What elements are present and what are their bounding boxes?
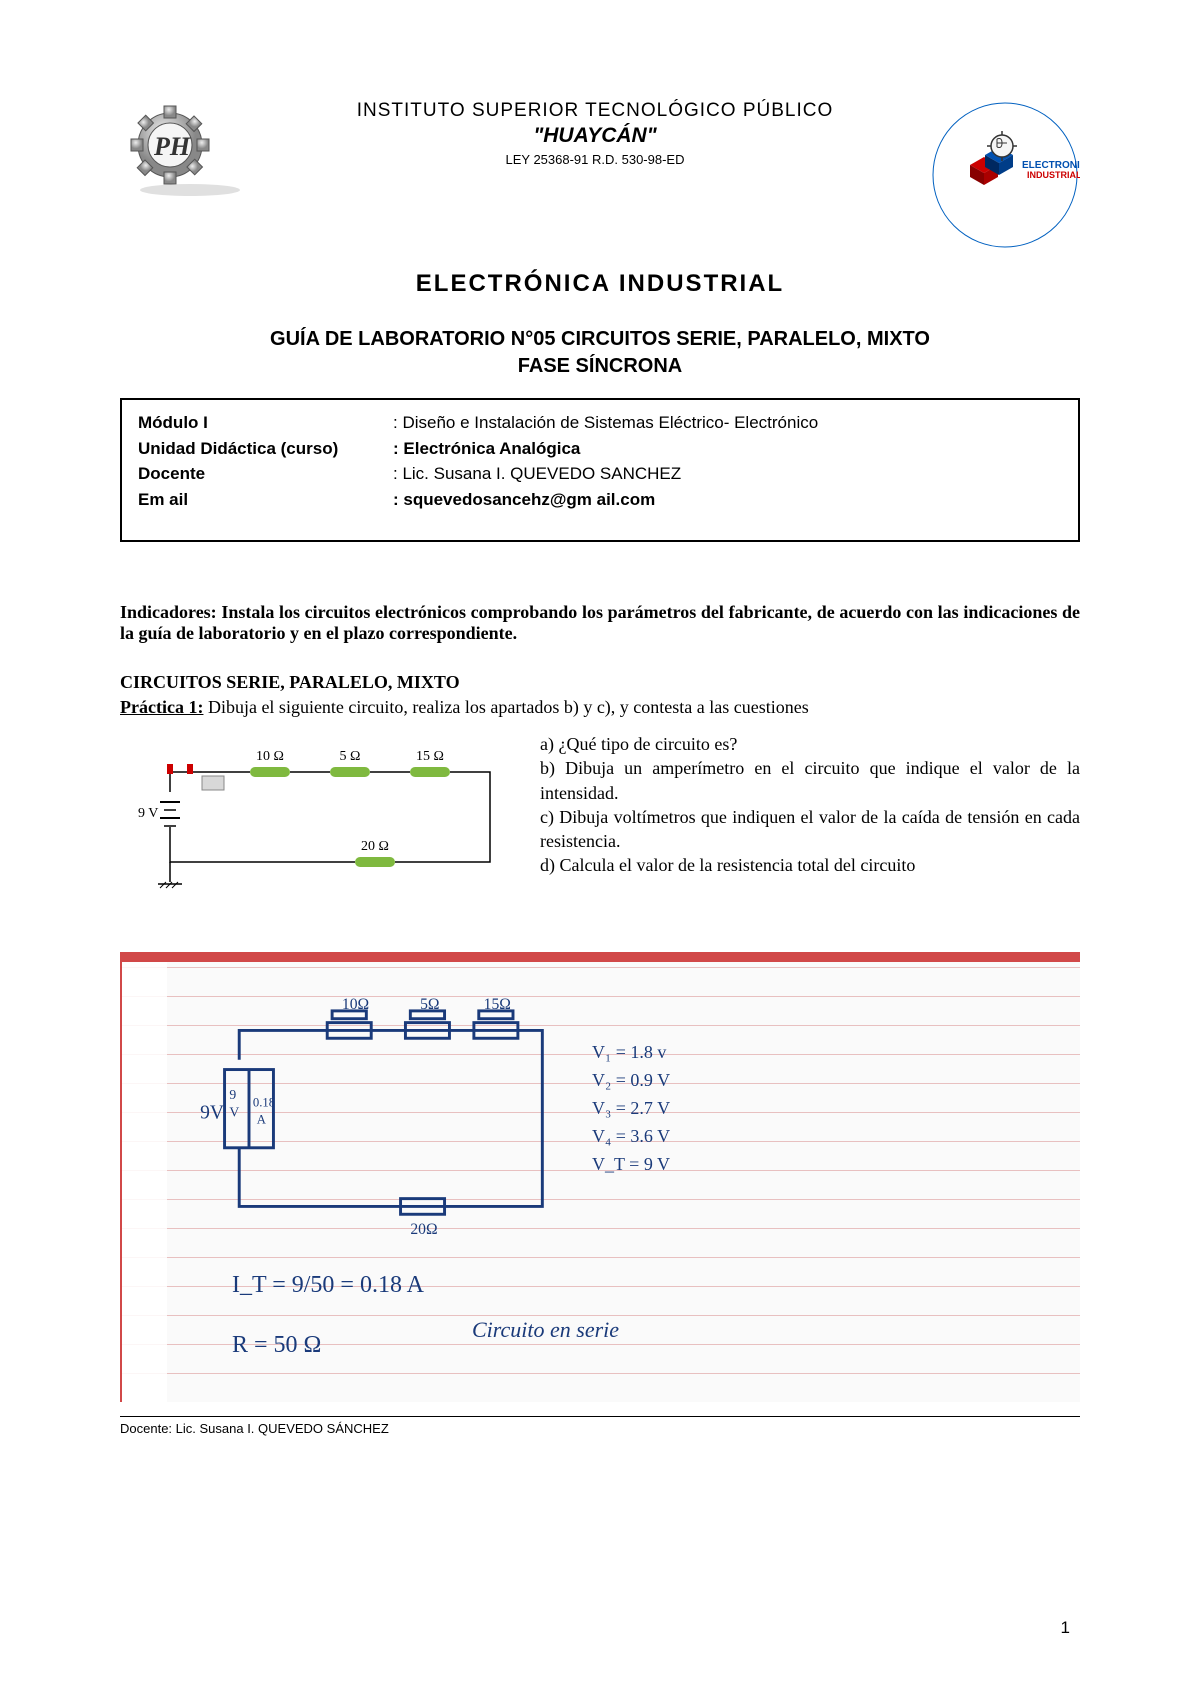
indicadores-text: Indicadores: Instala los circuitos elect…	[120, 602, 1080, 644]
institution-name: "HUAYCÁN"	[280, 124, 910, 148]
practica-intro: Práctica 1: Dibuja el siguiente circuito…	[120, 697, 1080, 718]
email-value: : squevedosancehz@gm ail.com	[393, 487, 1062, 513]
svg-text:0.18: 0.18	[253, 1096, 275, 1110]
docente-value: : Lic. Susana I. QUEVEDO SANCHEZ	[393, 461, 1062, 487]
svg-text:5Ω: 5Ω	[420, 996, 439, 1013]
hw-r: R = 50 Ω	[232, 1332, 321, 1359]
institution-line1: INSTITUTO SUPERIOR TECNOLÓGICO PÚBLICO	[280, 100, 910, 122]
logo-left-gear: PH	[120, 100, 260, 200]
svg-text:15Ω: 15Ω	[484, 996, 511, 1013]
header-center-text: INSTITUTO SUPERIOR TECNOLÓGICO PÚBLICO "…	[260, 100, 930, 167]
svg-text:INDUSTRIAL: INDUSTRIAL	[1027, 170, 1080, 180]
institution-law: LEY 25368-91 R.D. 530-98-ED	[280, 152, 910, 167]
hw-it: I_T = 9/50 = 0.18 A	[232, 1272, 424, 1299]
svg-text:5 Ω: 5 Ω	[340, 749, 361, 764]
circuit-questions-row: 10 Ω 5 Ω 15 Ω 20 Ω 9 V a) ¿Qué tipo de c…	[120, 732, 1080, 932]
question-b: b) Dibuja un amperímetro en el circuito …	[540, 756, 1080, 805]
unidad-value: : Electrónica Analógica	[393, 436, 1062, 462]
svg-text:9: 9	[229, 1087, 236, 1102]
hw-v1: V₁ = 1.8 v	[592, 1042, 666, 1063]
hw-v2: V₂ = 0.9 V	[592, 1070, 670, 1091]
info-box: Módulo I : Diseño e Instalación de Siste…	[120, 398, 1080, 542]
question-d: d) Calcula el valor de la resistencia to…	[540, 853, 1080, 877]
info-row-unidad: Unidad Didáctica (curso) : Electrónica A…	[138, 436, 1062, 462]
guide-subtitle: FASE SÍNCRONA	[120, 355, 1080, 378]
handwritten-answer: 10Ω 5Ω 15Ω 20Ω 9V 9 V 0.18 A V₁ = 1.8 v …	[120, 952, 1080, 1402]
hw-type: Circuito en serie	[472, 1317, 619, 1343]
info-row-modulo: Módulo I : Diseño e Instalación de Siste…	[138, 410, 1062, 436]
logo-right-electronica: ELECTRONICA INDUSTRIAL	[930, 100, 1080, 250]
email-label: Em ail	[138, 487, 393, 513]
svg-text:A: A	[257, 1112, 267, 1126]
svg-text:20 Ω: 20 Ω	[361, 839, 389, 854]
docente-label: Docente	[138, 461, 393, 487]
practica-label: Práctica 1:	[120, 697, 203, 717]
document-header: PH INSTITUTO SUPERIOR TECNOLÓGICO PÚBLIC…	[120, 100, 1080, 250]
hw-v3: V₃ = 2.7 V	[592, 1098, 670, 1119]
question-c: c) Dibuja voltímetros que indiquen el va…	[540, 805, 1080, 854]
unidad-label: Unidad Didáctica (curso)	[138, 436, 393, 462]
svg-text:10Ω: 10Ω	[342, 996, 369, 1013]
svg-text:9V: 9V	[200, 1102, 224, 1123]
section-title: CIRCUITOS SERIE, PARALELO, MIXTO	[120, 672, 1080, 693]
svg-text:10 Ω: 10 Ω	[256, 749, 284, 764]
question-a: a) ¿Qué tipo de circuito es?	[540, 732, 1080, 756]
footer-text: Docente: Lic. Susana I. QUEVEDO SÁNCHEZ	[120, 1421, 389, 1436]
svg-text:V: V	[229, 1104, 239, 1119]
circuit-diagram: 10 Ω 5 Ω 15 Ω 20 Ω 9 V	[120, 732, 520, 932]
modulo-label: Módulo I	[138, 410, 393, 436]
modulo-value: : Diseño e Instalación de Sistemas Eléct…	[393, 410, 1062, 436]
page-number: 1	[1061, 1618, 1070, 1638]
info-row-docente: Docente : Lic. Susana I. QUEVEDO SANCHEZ	[138, 461, 1062, 487]
svg-text:9 V: 9 V	[138, 806, 158, 821]
svg-text:20Ω: 20Ω	[410, 1221, 437, 1238]
info-row-email: Em ail : squevedosancehz@gm ail.com	[138, 487, 1062, 513]
svg-text:PH: PH	[153, 132, 191, 161]
hw-v4: V₄ = 3.6 V	[592, 1126, 670, 1147]
department-title: ELECTRÓNICA INDUSTRIAL	[120, 270, 1080, 298]
footer: Docente: Lic. Susana I. QUEVEDO SÁNCHEZ	[120, 1416, 1080, 1436]
hw-vt: V_T = 9 V	[592, 1154, 670, 1175]
svg-text:15 Ω: 15 Ω	[416, 749, 444, 764]
questions-list: a) ¿Qué tipo de circuito es? b) Dibuja u…	[540, 732, 1080, 932]
practica-text: Dibuja el siguiente circuito, realiza lo…	[203, 697, 808, 717]
guide-title: GUÍA DE LABORATORIO N°05 CIRCUITOS SERIE…	[120, 328, 1080, 351]
